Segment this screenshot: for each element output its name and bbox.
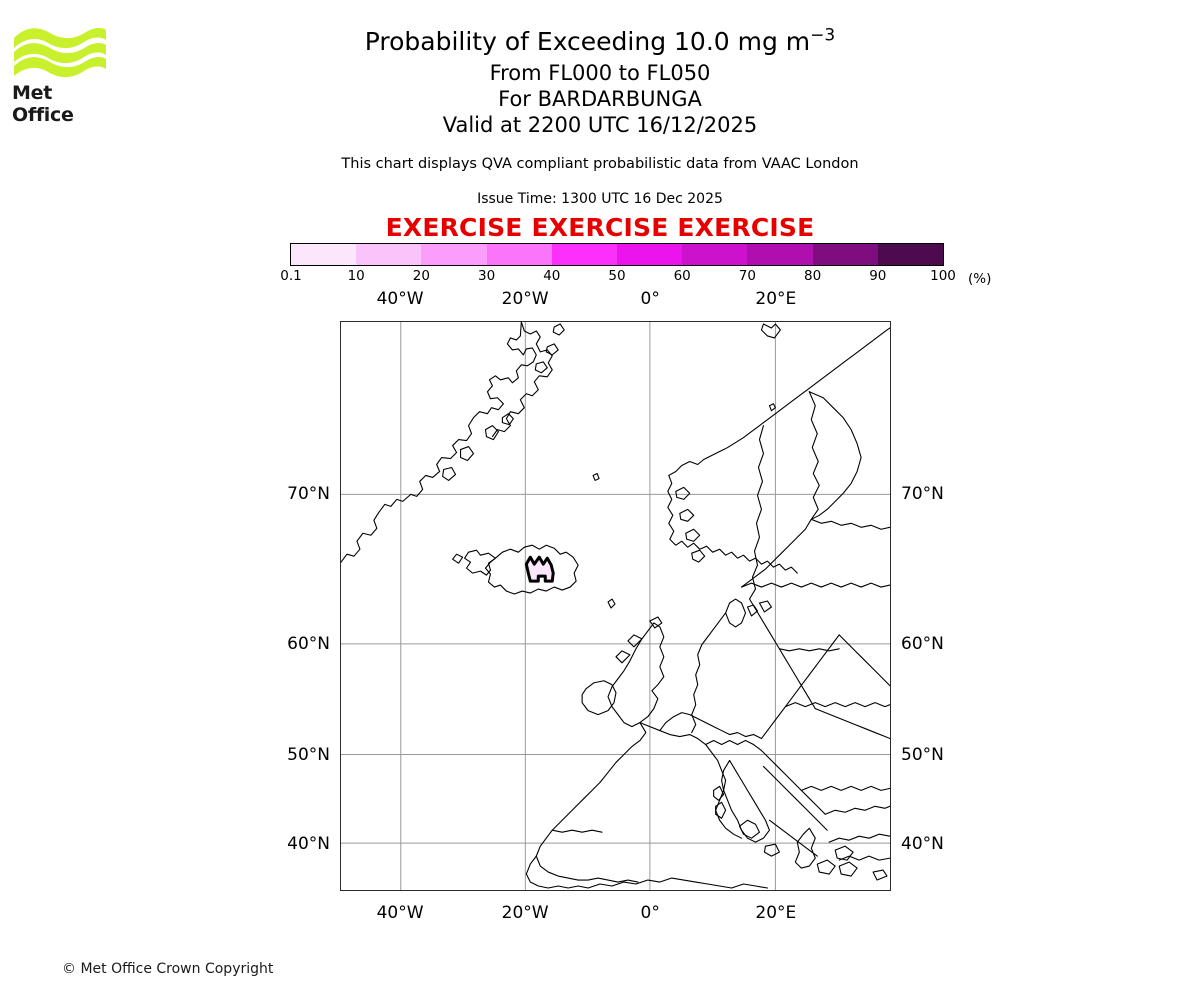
subtitle-valid-time: Valid at 2200 UTC 16/12/2025 (442, 113, 758, 137)
colorbar-tick-20: 20 (412, 268, 430, 284)
coastline-layer (341, 322, 890, 889)
lon-label-top-2: 0° (640, 289, 660, 309)
probability-colorbar: 0.1 10 20 30 40 50 60 70 80 90 100 (280, 243, 956, 286)
lon-label-top-3: 20°E (755, 289, 797, 309)
page-title: Probability of Exceeding 10.0 mg m−3 (0, 24, 1200, 60)
colorbar-segment-4 (551, 244, 618, 265)
colorbar-strip (290, 243, 944, 266)
colorbar-segment-9 (877, 244, 944, 265)
page-title-text: Probability of Exceeding 10.0 mg m (364, 27, 811, 56)
issue-time-text: Issue Time: 1300 UTC 16 Dec 2025 (477, 191, 723, 207)
data-source-note: This chart displays QVA compliant probab… (341, 156, 859, 172)
colorbar-segment-0 (291, 244, 357, 265)
met-office-waves-icon (14, 27, 106, 78)
colorbar-tick-10: 10 (347, 268, 365, 284)
colorbar-tick-100: 100 (930, 268, 956, 284)
lat-label-left-2: 50°N (287, 744, 330, 765)
exercise-banner: EXERCISE EXERCISE EXERCISE (385, 213, 815, 242)
copyright-text: © Met Office Crown Copyright (62, 961, 274, 977)
graticule-gridlines (341, 322, 890, 890)
map-frame[interactable] (340, 321, 891, 891)
colorbar-segment-5 (617, 244, 683, 265)
colorbar-tick-60: 60 (673, 268, 691, 284)
colorbar-tick-labels: 0.1 10 20 30 40 50 60 70 80 90 100 (280, 268, 956, 286)
lon-label-bottom-1: 20°W (501, 903, 549, 923)
lon-label-top-1: 20°W (501, 289, 549, 309)
colorbar-tick-90: 90 (869, 268, 887, 284)
colorbar-tick-30: 30 (478, 268, 496, 284)
lat-label-right-0: 70°N (901, 484, 944, 505)
colorbar-tick-50: 50 (608, 268, 626, 284)
subtitle-flight-levels: From FL000 to FL050 (489, 61, 711, 85)
lat-label-right-3: 40°N (901, 834, 944, 855)
lat-label-left-1: 60°N (287, 634, 330, 655)
lon-label-bottom-3: 20°E (755, 903, 797, 923)
lon-label-bottom-0: 40°W (376, 903, 424, 923)
colorbar-segment-6 (682, 244, 748, 265)
page-title-exponent: −3 (810, 25, 836, 46)
lat-label-left-3: 40°N (287, 834, 330, 855)
lat-label-right-1: 60°N (901, 634, 944, 655)
map-canvas[interactable] (341, 322, 890, 890)
chart-title-block: Probability of Exceeding 10.0 mg m−3 Fro… (0, 24, 1200, 138)
ash-concentration-contour (524, 555, 555, 583)
colorbar-segment-1 (356, 244, 422, 265)
colorbar-segment-8 (812, 244, 878, 265)
colorbar-segment-3 (486, 244, 552, 265)
lat-label-left-0: 70°N (287, 484, 330, 505)
colorbar-tick-70: 70 (738, 268, 756, 284)
met-office-logo: Met Office (12, 24, 110, 126)
colorbar-segment-2 (421, 244, 487, 265)
lon-label-bottom-2: 0° (640, 903, 660, 923)
colorbar-units-label: (%) (968, 271, 992, 287)
map-panel[interactable]: 40°W 20°W 0° 20°E 40°W 20°W 0° 20°E 70°N… (287, 289, 944, 923)
colorbar-tick-80: 80 (804, 268, 822, 284)
colorbar-tick-0.1: 0.1 (280, 268, 302, 284)
colorbar-tick-40: 40 (543, 268, 561, 284)
lat-label-right-2: 50°N (901, 744, 944, 765)
lon-label-top-0: 40°W (376, 289, 424, 309)
subtitle-volcano: For BARDARBUNGA (498, 87, 702, 111)
colorbar-segment-7 (747, 244, 813, 265)
met-office-wordmark: Met Office (12, 82, 74, 126)
